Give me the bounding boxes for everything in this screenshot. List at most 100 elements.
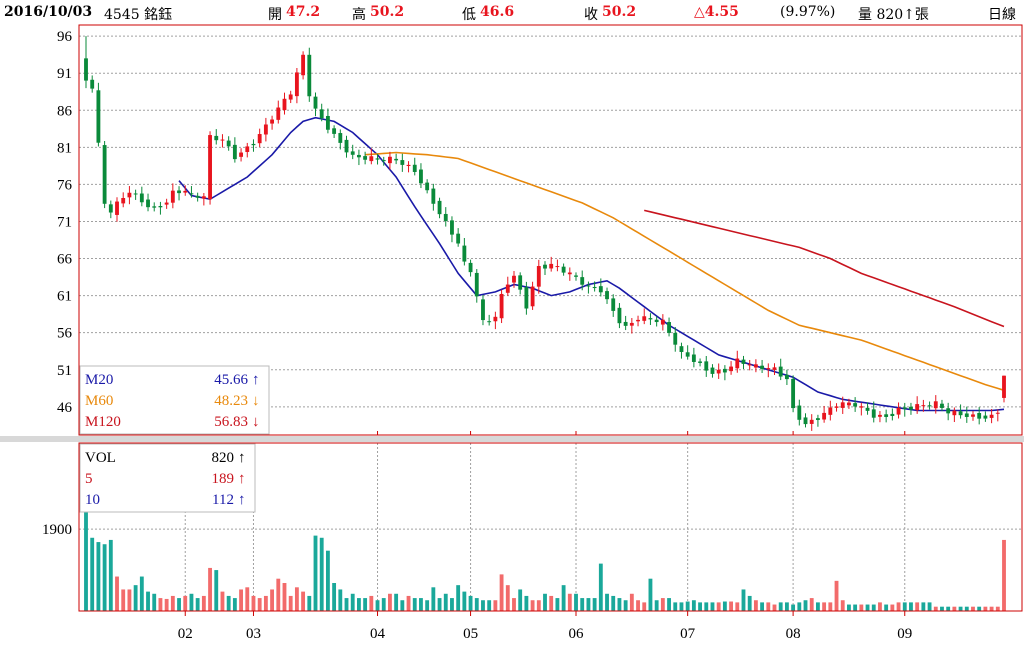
volume-axis-labels: 1900	[42, 522, 72, 538]
candle-body	[394, 158, 399, 161]
candle-body	[871, 409, 876, 418]
volume-bar	[536, 600, 541, 611]
legend-name: M60	[85, 393, 113, 409]
volume-bar	[487, 600, 492, 611]
candle-body	[139, 193, 144, 203]
candle-body	[158, 206, 163, 208]
candle-body	[927, 405, 932, 407]
price-tick-label: 51	[57, 363, 72, 379]
legend-value: 45.66	[214, 372, 248, 388]
volume-bar	[995, 606, 1000, 611]
volume-bar	[90, 537, 95, 611]
volume-bar	[964, 606, 969, 611]
quote-header: 2016/10/03 4545 銘鈺 開 47.2 高 50.2 低 46.6 …	[0, 0, 1024, 24]
low-value: 46.6	[480, 4, 515, 20]
candle-body	[512, 275, 516, 283]
candle-body	[667, 322, 671, 333]
candle-body	[896, 407, 901, 415]
price-tick-label: 86	[57, 103, 73, 119]
candle-body	[989, 414, 994, 418]
candle-body	[412, 164, 417, 172]
ma-line-m20	[178, 116, 1005, 412]
candle-body	[356, 154, 361, 158]
volume-bar	[580, 598, 585, 611]
volume-bar	[406, 595, 411, 611]
ma-line-m120	[644, 209, 1005, 328]
candle-body	[716, 369, 721, 374]
volume-bar	[660, 598, 665, 611]
volume-bar	[741, 589, 746, 611]
volume-bar	[567, 593, 572, 611]
volume-bar	[989, 606, 994, 611]
volume-bar	[412, 598, 417, 611]
candle-body	[437, 200, 442, 215]
price-pane-frame	[78, 24, 1023, 436]
price-tick-label: 91	[57, 66, 72, 82]
candle-body	[580, 277, 585, 285]
volume-bar	[921, 602, 926, 611]
volume-bar	[512, 598, 516, 611]
quote-date: 2016/10/03	[4, 4, 93, 20]
candle-body	[735, 358, 740, 369]
volume-bar	[158, 598, 163, 611]
volume-bar	[679, 602, 684, 611]
volume-bar	[363, 598, 368, 611]
volume-bar	[772, 604, 777, 611]
candle-body	[598, 286, 603, 293]
volume-bar	[102, 544, 107, 611]
candle-body	[940, 403, 944, 408]
volume-bar	[784, 602, 789, 611]
candle-body	[617, 307, 622, 324]
volume-bar	[325, 550, 330, 611]
candle-body	[946, 408, 951, 414]
candle-body	[363, 156, 368, 160]
legend-name: VOL	[85, 450, 116, 466]
candle-body	[282, 98, 287, 111]
volume-bar	[133, 585, 138, 611]
candle-body	[933, 401, 938, 409]
candle-body	[468, 262, 473, 273]
volume-bar	[443, 593, 448, 611]
candle-body	[530, 286, 535, 307]
legend-arrow: ↓	[252, 393, 260, 409]
price-axis-labels: 96 91 86 81 76 71 66 61 56 51 46	[57, 29, 73, 416]
legend-name: 5	[85, 471, 93, 487]
candle-body	[381, 160, 386, 162]
price-tick-label: 46	[57, 400, 73, 416]
candle-body	[815, 418, 820, 421]
candle-body	[388, 156, 392, 164]
volume-bar	[152, 593, 157, 611]
candle-body	[995, 412, 1000, 414]
volume-bar	[400, 600, 405, 611]
volume-bar	[338, 589, 343, 611]
candle-body	[263, 124, 268, 135]
low-label: 低	[462, 7, 476, 23]
candle-body	[481, 299, 485, 321]
candle-body	[164, 202, 169, 205]
volume-bar	[809, 598, 814, 611]
volume-bar	[288, 595, 293, 611]
volume-bar	[605, 593, 609, 611]
volume-readout: 量 820↑張	[858, 7, 929, 23]
candle-body	[567, 272, 572, 275]
volume-bar	[170, 595, 175, 611]
volume-bar	[456, 585, 461, 611]
volume-bar	[586, 598, 591, 611]
candle-body	[741, 359, 746, 364]
candle-body	[753, 364, 758, 368]
volume-bar	[543, 593, 547, 611]
volume-bar	[648, 578, 653, 611]
volume-bar	[164, 598, 169, 611]
candle-body	[462, 245, 467, 262]
candle-body	[778, 366, 783, 377]
volume-bar	[797, 602, 802, 611]
month-label: 06	[569, 626, 585, 642]
volume-bar	[561, 585, 566, 611]
price-tick-label: 56	[57, 326, 73, 342]
candle-body	[902, 407, 907, 409]
period-label: 日線	[988, 7, 1016, 23]
candle-body	[685, 352, 690, 357]
candle-body	[983, 415, 988, 419]
volume-bar	[971, 606, 975, 611]
candle-body	[425, 182, 430, 191]
